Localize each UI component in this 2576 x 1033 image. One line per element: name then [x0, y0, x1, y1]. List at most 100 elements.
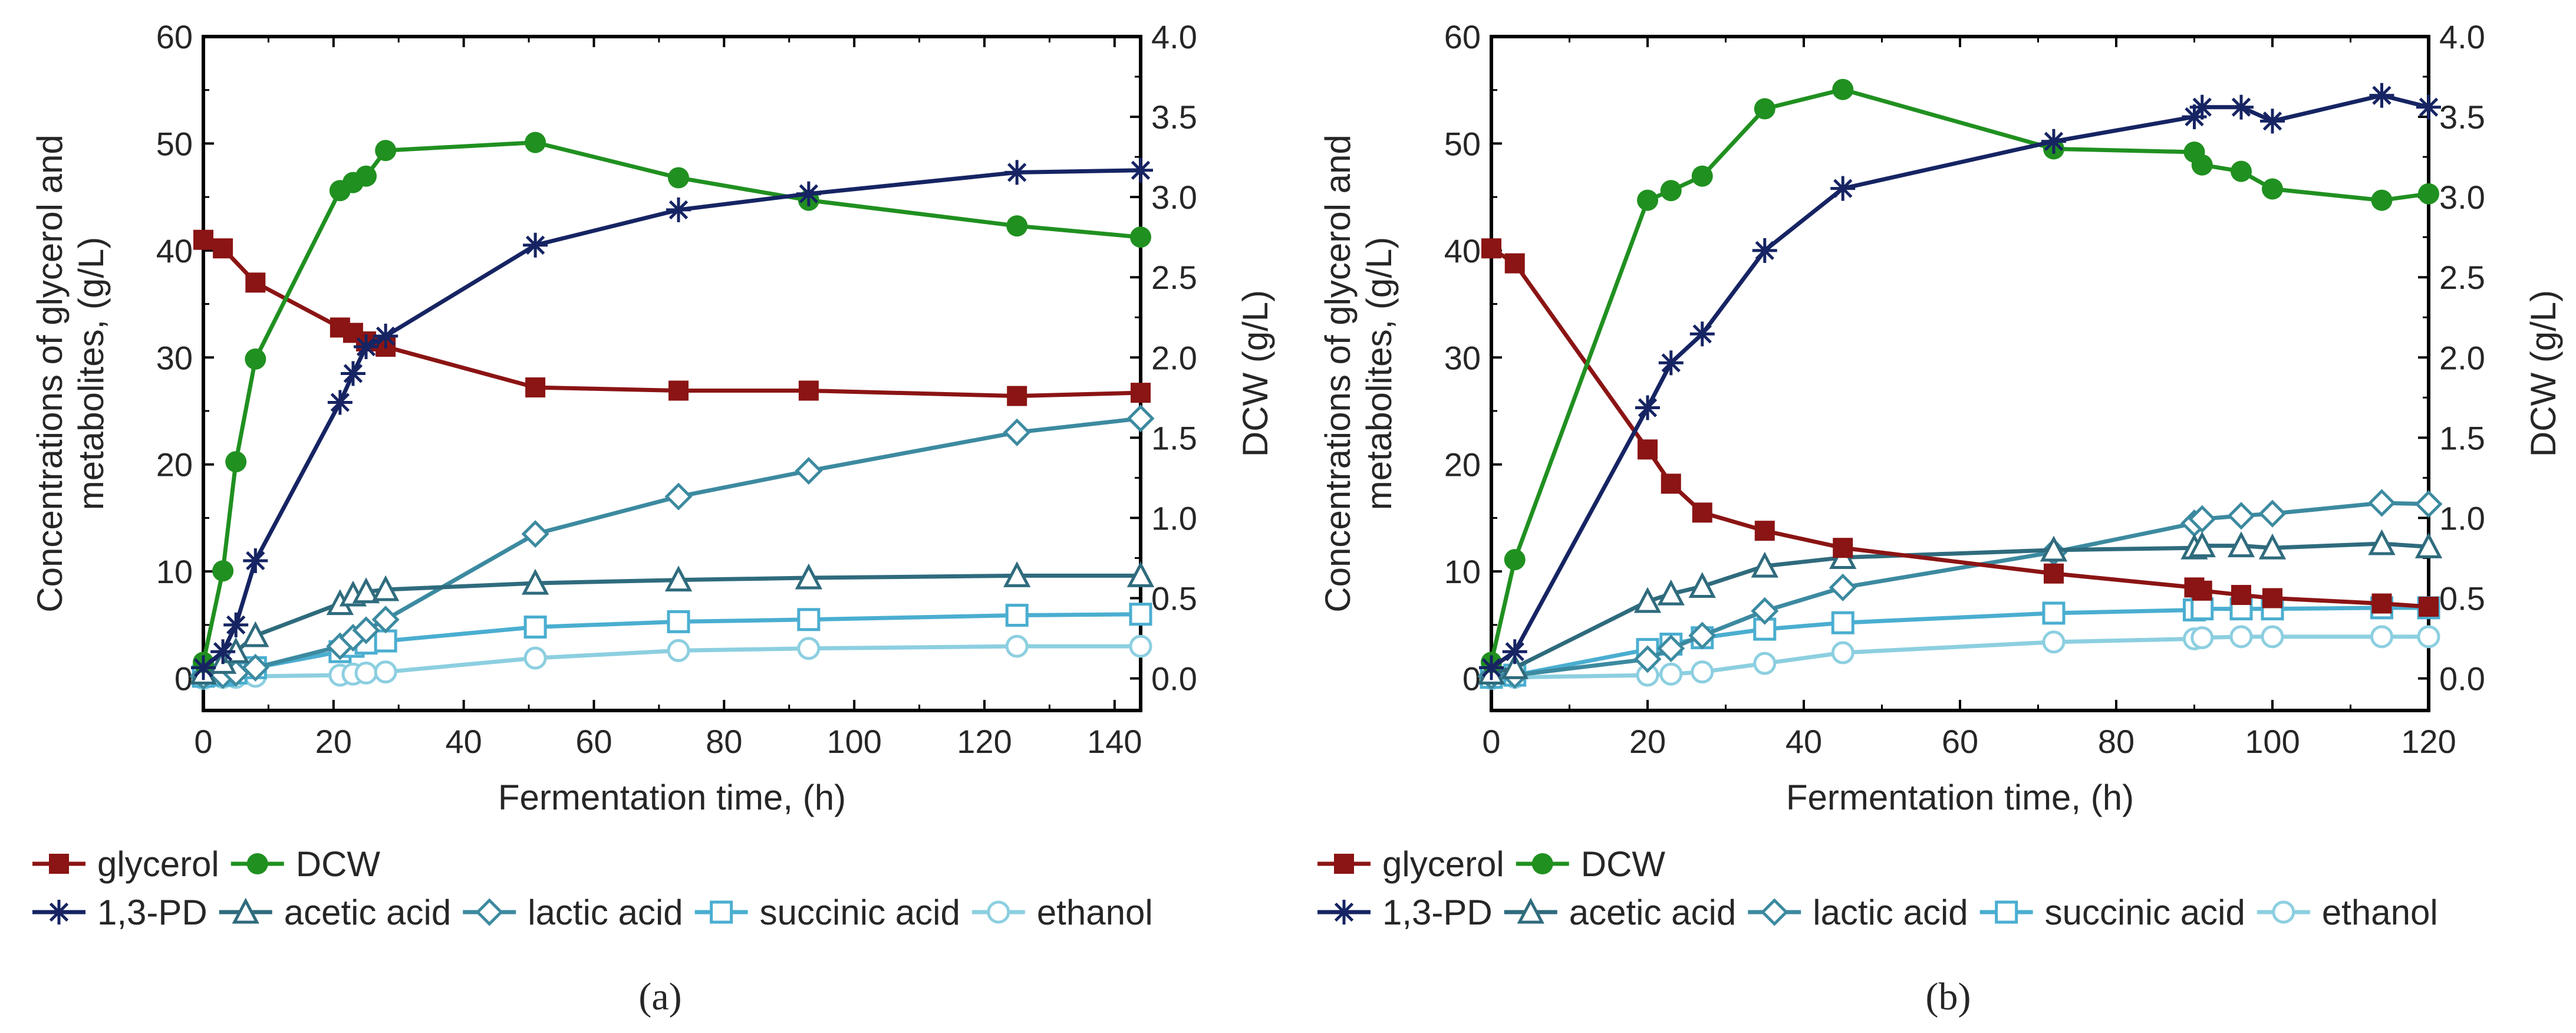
panel-a-legend-swatch-marker [710, 900, 733, 924]
panel-b-data-point [2040, 535, 2068, 562]
panel-b-chart: 0 20 40 60 80 100 120 0 10 20 30 40 50 60 0.0 0.5 1.0 1.5… [1317, 18, 2563, 1018]
panel-a-data-point [242, 621, 269, 647]
panel-a-y-right-tick-label: 3.5 [1151, 98, 1197, 136]
panel-b-legend-swatch-marker [1334, 854, 1354, 874]
panel-b-legend-label: acetic acid [1569, 893, 1736, 932]
panel-b-series-lactic-acid [1477, 489, 2443, 690]
panel-b-data-point [1832, 78, 1854, 100]
panel-a-chart: 0 20 40 60 80 100 120 140 0 10 20 30 40 50 60 0.0 0.5 1.0… [30, 18, 1275, 1018]
panel-b-data-point [2229, 94, 2254, 120]
panel-a-data-point [667, 639, 690, 662]
panel-b-data-point [1633, 587, 1662, 613]
panel-a-x-tick-label: 80 [706, 723, 742, 760]
panel-a-data-point [191, 655, 216, 680]
panel-a-legend: glycerol DCW 1,3-PD acetic acid lactic acid s… [32, 844, 1153, 932]
panel-b-data-point [2261, 625, 2284, 649]
panel-b-series-1-3-pd [1479, 83, 2441, 680]
panel-b-data-point [2258, 499, 2287, 528]
panel-b-data-point [2227, 531, 2255, 558]
panel-b-data-point [1659, 662, 1683, 686]
panel-b-y-left-tick-label: 40 [1444, 232, 1481, 269]
panel-a-data-point [523, 232, 548, 258]
panel-a-data-point [1128, 157, 1153, 183]
panel-b-data-point [1638, 439, 1658, 460]
panel-b-data-point [1829, 573, 1857, 601]
panel-a-panel-label: (a) [638, 975, 681, 1018]
panel-a-y-left-tick-label: 20 [156, 446, 193, 483]
panel-a-data-point [795, 457, 823, 485]
panel-b-y-left-axis-title-line2: metabolites, (g/L) [1359, 237, 1399, 511]
panel-a-data-point [1126, 404, 1155, 433]
panel-a-data-point [664, 482, 693, 511]
panel-b-data-point [2041, 129, 2066, 154]
panel-b-data-point [2414, 532, 2443, 558]
panel-b-data-point [2414, 490, 2443, 518]
panel-b-y-left-tick-label: 50 [1444, 125, 1481, 162]
panel-a-legend-label: ethanol [1037, 893, 1153, 932]
panel-a-data-point [797, 637, 821, 660]
panel-a-data-point [521, 568, 549, 595]
panel-a-data-point [668, 380, 689, 401]
panel-b-data-point [1833, 538, 1853, 558]
panel-a-data-point [223, 612, 249, 637]
panel-a-data-point [1129, 634, 1152, 658]
panel-a-y-right-tick-label: 1.5 [1151, 419, 1197, 456]
panel-b-data-point [1831, 641, 1854, 664]
panel-b-legend-swatch-marker [1531, 853, 1553, 874]
panel-b-data-point [2371, 189, 2393, 211]
panel-b-data-point [1633, 645, 1662, 673]
panel-a-data-point [1003, 561, 1031, 587]
panel-a-y-left-tick-label: 50 [156, 125, 193, 162]
panel-a-series-glycerol [193, 229, 1151, 406]
panel-a-data-point [796, 181, 821, 206]
panel-a-data-point [373, 324, 398, 348]
panel-b-y-right-tick-label: 3.0 [2439, 179, 2485, 216]
panel-b-y-right-tick-label: 1.0 [2439, 499, 2485, 537]
panel-b-data-point [2188, 531, 2216, 558]
panel-a-data-point [668, 167, 690, 189]
panel-b-y-left-tick-label: 60 [1444, 18, 1481, 55]
panel-a-data-point [1005, 604, 1029, 627]
panel-b-legend-label: DCW [1581, 844, 1666, 884]
panel-b-y-left-axis-title-line1: Concentrations of glycerol and [1318, 134, 1358, 612]
panel-b-series-line [1491, 634, 2429, 681]
panel-b-x-tick-label: 100 [2245, 723, 2300, 760]
panel-b-data-point [1831, 611, 1854, 634]
panel-a-data-point [327, 390, 353, 415]
panel-a-legend-swatch-marker [987, 900, 1010, 924]
panel-b-data-point [2262, 588, 2282, 608]
panel-a-series-line [202, 168, 1141, 670]
panel-b-y-left-tick-label: 20 [1444, 446, 1481, 483]
panel-a-y-right-tick-label: 1.0 [1151, 499, 1197, 537]
panel-a-x-axis-title: Fermentation time, (h) [498, 778, 846, 817]
panel-b-legend-label: 1,3-PD [1382, 893, 1493, 932]
panel-a-y-left-tick-label: 0 [174, 660, 193, 698]
panel-a-legend-label: 1,3-PD [97, 893, 207, 932]
panel-b-y-left-tick-label: 30 [1444, 339, 1481, 376]
panel-a-data-point [1006, 215, 1028, 237]
panel-b-x-tick-label: 120 [2401, 723, 2456, 760]
panel-b-data-point [1637, 189, 1658, 211]
panel-b-data-point [2231, 585, 2251, 606]
panel-b-data-point [1692, 502, 1712, 523]
panel-b-data-point [2416, 94, 2441, 120]
panel-a-data-point [523, 615, 547, 639]
panel-b-legend-swatch-marker [1995, 900, 2018, 924]
panel-a-legend-label: lactic acid [528, 893, 683, 932]
panel-b-series-dcw [1481, 78, 2439, 673]
panel-a-legend-swatch-marker [49, 854, 69, 874]
panel-b-x-tick-label: 0 [1482, 723, 1500, 760]
panel-b-data-point [1753, 652, 1777, 675]
panel-a-legend-label: succinic acid [760, 893, 960, 932]
panel-a-y-right-tick-label: 0.5 [1151, 580, 1197, 617]
panel-a-y-right-tick-label: 2.0 [1151, 339, 1197, 376]
panel-a-data-point [193, 229, 213, 250]
panel-a-data-point [1005, 634, 1029, 658]
panel-a-plot-frame [202, 35, 1142, 712]
panel-b-data-point [2262, 178, 2283, 200]
panel-b-data-point [2368, 529, 2396, 555]
panel-b-data-point [2190, 626, 2214, 650]
panel-a-x-tick-label: 100 [826, 723, 881, 760]
panel-b-data-point [2370, 625, 2393, 649]
panel-a-data-point [354, 334, 379, 360]
